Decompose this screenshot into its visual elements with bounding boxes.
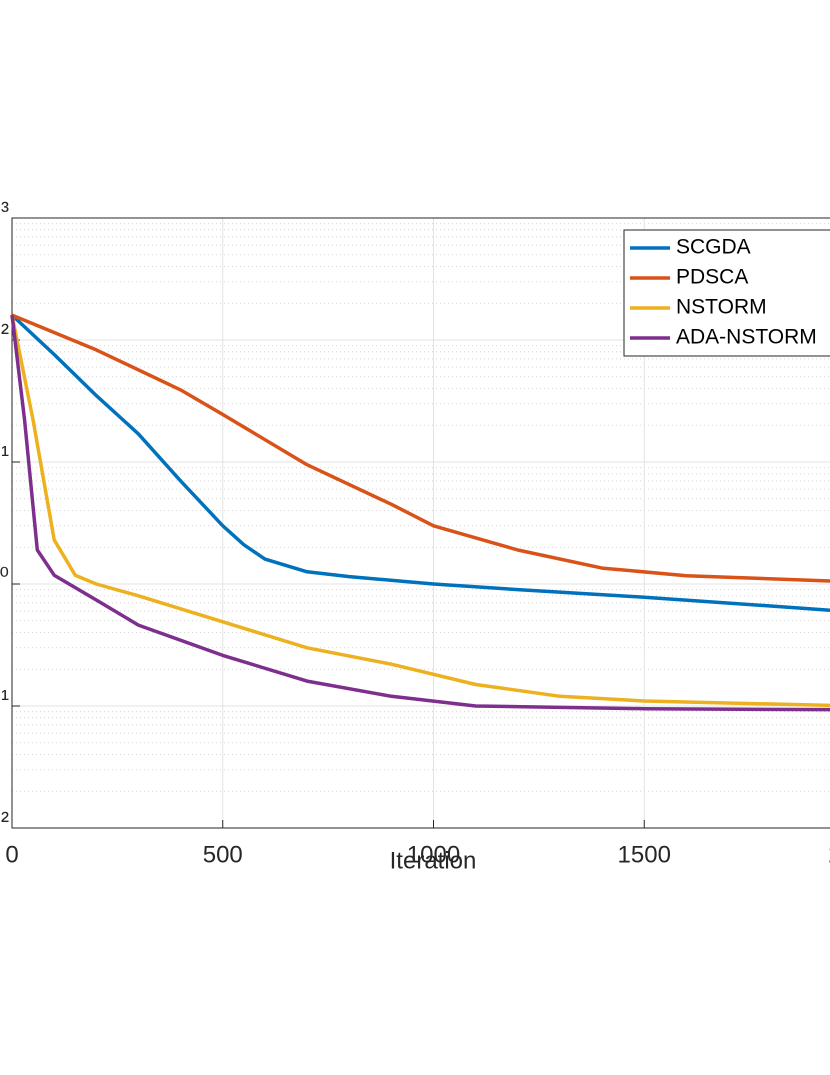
x-tick-label: 1500 <box>618 841 671 868</box>
x-axis-label: Iteration <box>390 847 477 874</box>
y-tick-label: 10⁻² <box>0 807 9 834</box>
y-tick-label: 10¹ <box>0 441 9 468</box>
x-tick-label: 0 <box>5 841 18 868</box>
y-tick-label: 10³ <box>0 197 9 224</box>
legend: SCGDA PDSCA NSTORM ADA-NSTORM <box>623 229 830 357</box>
y-tick-label: 10⁰ <box>0 563 9 590</box>
legend-label: SCGDA <box>676 236 751 259</box>
legend-label: PDSCA <box>676 266 748 289</box>
x-tick-label: 500 <box>203 841 243 868</box>
legend-box <box>623 229 830 357</box>
x-tick-label: 2000 <box>828 841 830 868</box>
legend-label: NSTORM <box>676 296 767 319</box>
line-series <box>11 313 830 583</box>
x-tick-label: 1000 <box>407 841 460 868</box>
line-series <box>10 314 830 708</box>
line-series <box>10 313 830 612</box>
line-series <box>10 314 830 712</box>
y-tick-label: 10⁻¹ <box>0 685 9 712</box>
axes-box <box>11 217 830 829</box>
y-tick-label: 10² <box>0 319 9 346</box>
legend-label: ADA-NSTORM <box>676 326 817 349</box>
